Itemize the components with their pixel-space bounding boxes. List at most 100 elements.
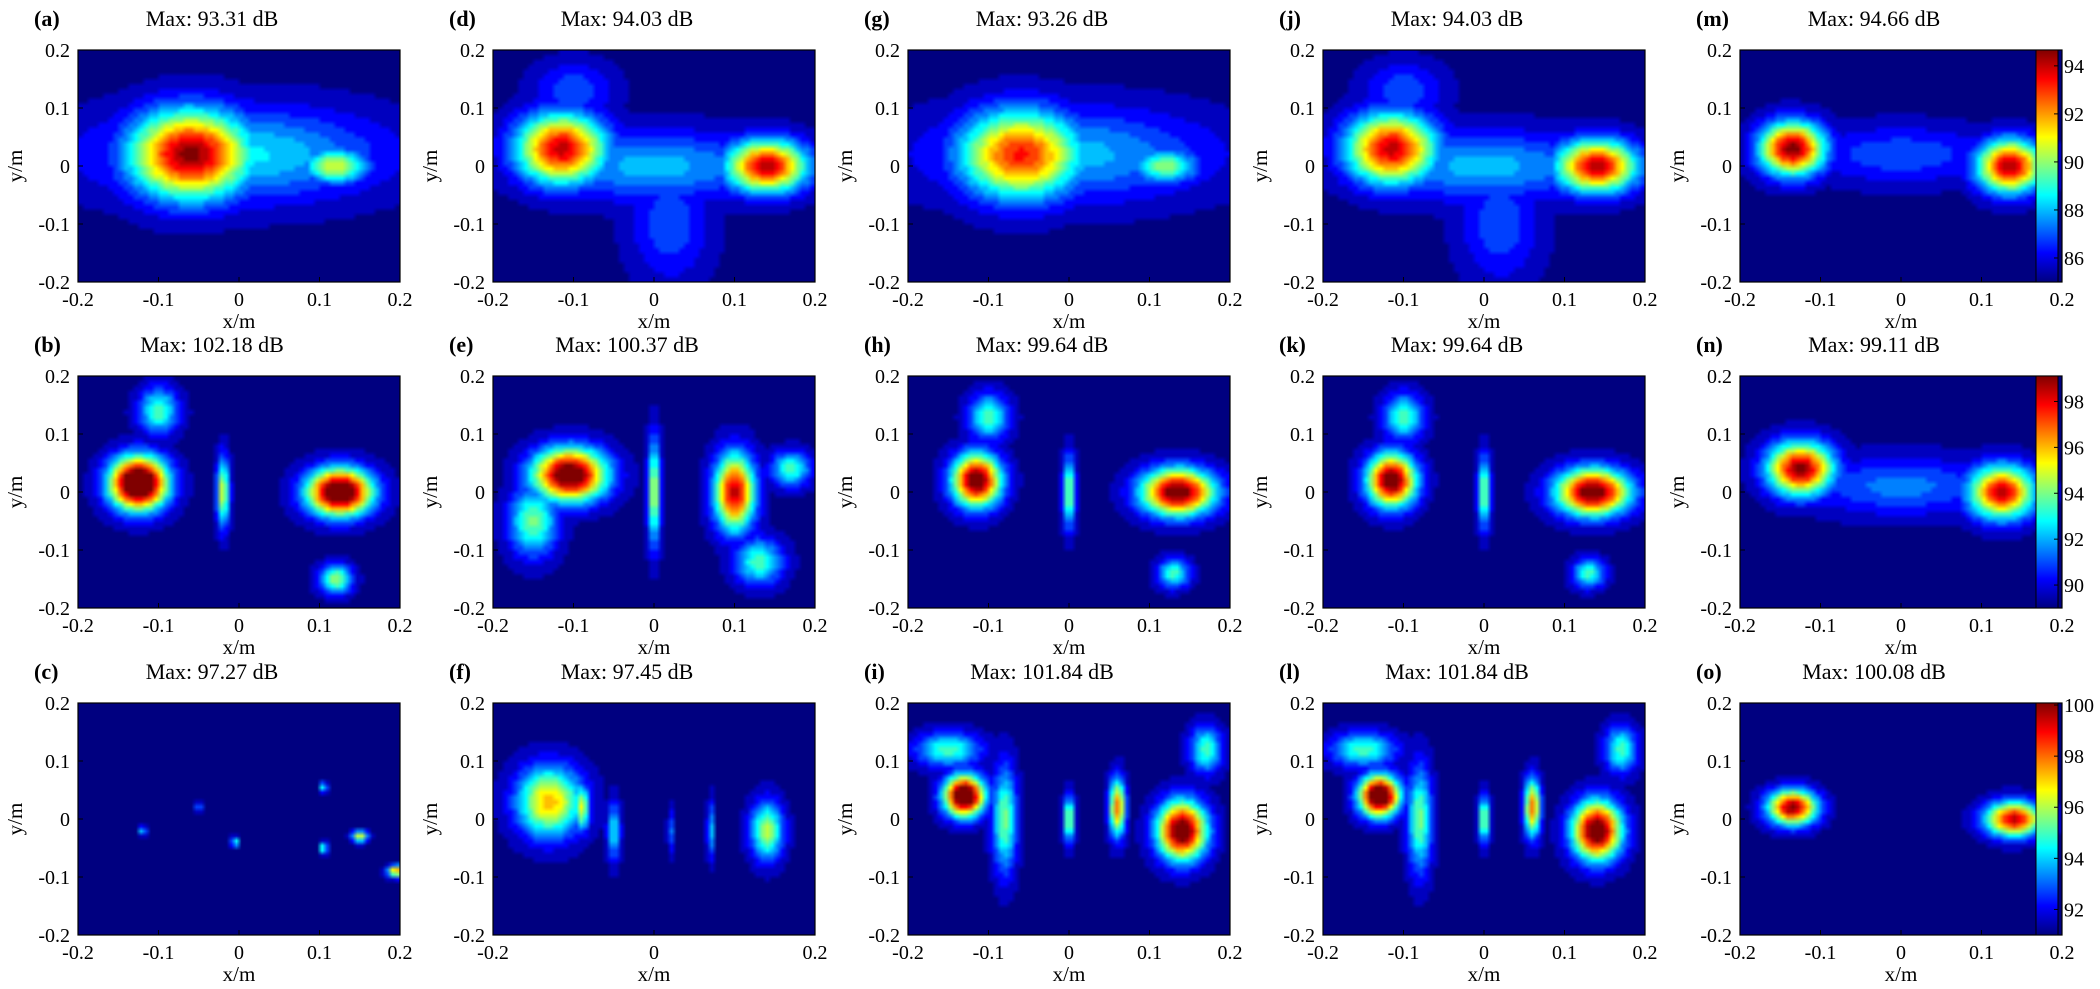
panel-f-xlabel: x/m: [638, 962, 671, 986]
panel-o-xtick-label: 0.2: [2050, 942, 2075, 964]
panel-h-heatmap: [908, 376, 1230, 608]
panel-d-label: (d): [449, 6, 476, 31]
panel-m-ytick-label: 0: [1722, 156, 1732, 178]
panel-i-ytick-label: 0.2: [875, 693, 900, 715]
colorbar-row2-tick-label: 90: [2064, 575, 2084, 597]
panel-m-ytick-label: 0.1: [1707, 98, 1732, 120]
panel-c-xtick-label: -0.2: [62, 942, 94, 964]
panel-d-ytick-label: -0.2: [453, 272, 485, 294]
colorbar-row1-tick-label: 94: [2064, 56, 2084, 78]
panel-l-ytick-label: -0.1: [1283, 867, 1315, 889]
panel-c-xlabel: x/m: [223, 962, 256, 986]
colorbar-row3-tick-label: 96: [2064, 797, 2084, 819]
panel-g-title: Max: 93.26 dB: [976, 6, 1109, 31]
panel-a-ytick-label: 0.2: [45, 40, 70, 62]
panel-h-xtick-label: 0.2: [1218, 615, 1243, 637]
panel-m-xtick-label: -0.1: [1805, 289, 1837, 311]
panel-c-xtick-label: -0.1: [143, 942, 175, 964]
panel-d-ytick-label: 0: [475, 156, 485, 178]
panel-i-ytick-label: 0: [890, 809, 900, 831]
panel-j-heatmap: [1323, 50, 1645, 282]
panel-l-ytick-label: 0: [1305, 809, 1315, 831]
panel-l-ytick-label: 0.2: [1290, 693, 1315, 715]
panel-e-xtick-label: -0.1: [558, 615, 590, 637]
panel-o-heatmap: [1740, 703, 2062, 935]
panel-n-ytick-label: -0.2: [1700, 598, 1732, 620]
panel-f-xtick-label: -0.2: [477, 942, 509, 964]
panel-n-ytick-label: 0.2: [1707, 366, 1732, 388]
panel-l-heatmap: [1323, 703, 1645, 935]
colorbar-row3: [2035, 702, 2059, 936]
panel-m-xlabel: x/m: [1885, 309, 1918, 333]
panel-e-xtick-label: 0.1: [722, 615, 747, 637]
panel-l-label: (l): [1279, 659, 1300, 684]
panel-k-heatmap: [1323, 376, 1645, 608]
panel-n-ytick-label: 0.1: [1707, 424, 1732, 446]
panel-b-ytick-label: 0: [60, 482, 70, 504]
panel-i-xtick-label: 0.1: [1137, 942, 1162, 964]
panel-a-ytick-label: 0: [60, 156, 70, 178]
panel-o-ytick-label: -0.2: [1700, 925, 1732, 947]
panel-b-ytick-label: 0.1: [45, 424, 70, 446]
panel-k-xlabel: x/m: [1468, 635, 1501, 659]
panel-n-ylabel: y/m: [1665, 476, 1689, 509]
panel-d-xtick-label: 0.2: [803, 289, 828, 311]
panel-o-ytick-label: -0.1: [1700, 867, 1732, 889]
panel-b-xtick-label: -0.1: [143, 615, 175, 637]
colorbar-row1: [2035, 49, 2059, 283]
panel-m-xtick-label: 0: [1896, 289, 1906, 311]
panel-n-ytick-label: 0: [1722, 482, 1732, 504]
panel-e-ytick-label: 0: [475, 482, 485, 504]
panel-o-xtick-label: 0.1: [1969, 942, 1994, 964]
panel-c-ytick-label: 0.1: [45, 751, 70, 773]
panel-j-ytick-label: 0.1: [1290, 98, 1315, 120]
panel-a-xtick-label: -0.1: [143, 289, 175, 311]
panel-c-ytick-label: 0: [60, 809, 70, 831]
panel-l-xtick-label: -0.2: [1307, 942, 1339, 964]
panel-c-xtick-label: 0.1: [307, 942, 332, 964]
panel-k-ytick-label: 0.1: [1290, 424, 1315, 446]
panel-o-ytick-label: 0.1: [1707, 751, 1732, 773]
panel-g-ytick-label: -0.1: [868, 214, 900, 236]
panel-d-ytick-label: 0.1: [460, 98, 485, 120]
panel-h-xtick-label: 0.1: [1137, 615, 1162, 637]
panel-k-xtick-label: -0.2: [1307, 615, 1339, 637]
panel-a-xtick-label: 0: [234, 289, 244, 311]
panel-b-xtick-label: 0: [234, 615, 244, 637]
panel-k-label: (k): [1279, 332, 1306, 357]
panel-c-ytick-label: -0.2: [38, 925, 70, 947]
panel-l-xtick-label: 0: [1479, 942, 1489, 964]
panel-b-ylabel: y/m: [3, 476, 27, 509]
panel-f-heatmap: [493, 703, 815, 935]
panel-j-ylabel: y/m: [1248, 150, 1272, 183]
panel-i-ytick-label: 0.1: [875, 751, 900, 773]
panel-e-ytick-label: -0.2: [453, 598, 485, 620]
panel-a-xtick-label: 0.2: [388, 289, 413, 311]
panel-l-xtick-label: 0.2: [1633, 942, 1658, 964]
panel-l-xlabel: x/m: [1468, 962, 1501, 986]
panel-g-ytick-label: -0.2: [868, 272, 900, 294]
colorbar-row2-tick-label: 92: [2064, 529, 2084, 551]
panel-n-xlabel: x/m: [1885, 635, 1918, 659]
panel-b-ytick-label: 0.2: [45, 366, 70, 388]
panel-b-xtick-label: -0.2: [62, 615, 94, 637]
panel-l-xtick-label: 0.1: [1552, 942, 1577, 964]
panel-c-xtick-label: 0: [234, 942, 244, 964]
panel-d-ytick-label: 0.2: [460, 40, 485, 62]
panel-n-xtick-label: 0.1: [1969, 615, 1994, 637]
panel-d-ylabel: y/m: [418, 150, 442, 183]
panel-g-label: (g): [864, 6, 890, 31]
panel-o-ylabel: y/m: [1665, 803, 1689, 836]
panel-o-xtick-label: -0.2: [1724, 942, 1756, 964]
panel-c-heatmap: [78, 703, 400, 935]
panel-g-ytick-label: 0.2: [875, 40, 900, 62]
panel-e-ytick-label: 0.2: [460, 366, 485, 388]
panel-n-ytick-label: -0.1: [1700, 540, 1732, 562]
panel-f-label: (f): [449, 659, 471, 684]
panel-d-xtick-label: -0.2: [477, 289, 509, 311]
panel-n-heatmap: [1740, 376, 2062, 608]
panel-h-xtick-label: -0.1: [973, 615, 1005, 637]
panel-f-ytick-label: 0.2: [460, 693, 485, 715]
colorbar-row2-tick-label: 94: [2064, 483, 2084, 505]
panel-f-xtick-label: 0: [649, 942, 659, 964]
